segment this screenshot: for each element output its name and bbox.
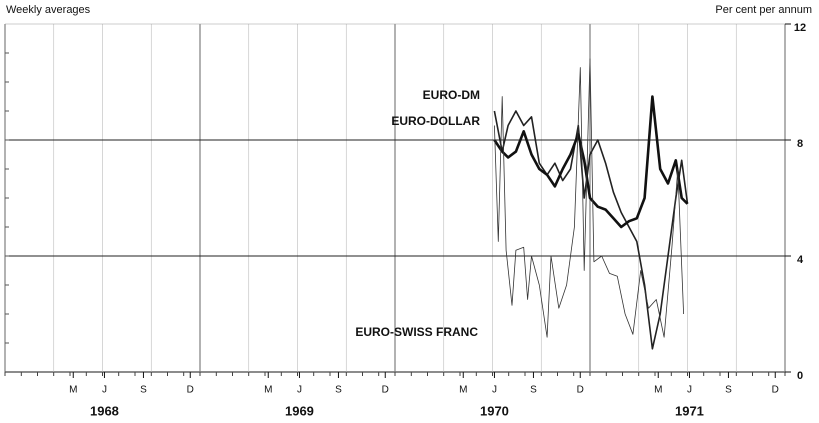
y-tick-label: 0 bbox=[797, 370, 803, 382]
x-tick-label: J bbox=[687, 385, 692, 396]
y-tick-label: 8 bbox=[797, 138, 803, 150]
x-tick-label: D bbox=[577, 385, 584, 396]
year-label: 1969 bbox=[285, 403, 314, 418]
x-tick-label: M bbox=[654, 385, 662, 396]
x-tick-label: D bbox=[382, 385, 389, 396]
series-label: EURO-DOLLAR bbox=[391, 114, 480, 128]
series-line bbox=[493, 95, 689, 229]
chart-subtitle: Weekly averages bbox=[6, 4, 91, 16]
x-tick-label: M bbox=[459, 385, 467, 396]
y-axis-label: Per cent per annum bbox=[715, 4, 812, 16]
x-tick-label: J bbox=[297, 385, 302, 396]
x-tick-label: S bbox=[140, 385, 147, 396]
x-tick-label: D bbox=[187, 385, 194, 396]
series-line bbox=[493, 110, 689, 350]
x-tick-label: J bbox=[492, 385, 497, 396]
x-tick-label: M bbox=[69, 385, 77, 396]
x-tick-label: D bbox=[772, 385, 779, 396]
year-label: 1971 bbox=[675, 403, 704, 418]
y-tick-label: 4 bbox=[797, 254, 804, 266]
year-label: 1968 bbox=[90, 403, 119, 418]
series-line bbox=[494, 58, 684, 338]
x-tick-label: J bbox=[102, 385, 107, 396]
series-label: EURO-SWISS FRANC bbox=[355, 325, 478, 339]
x-tick-label: S bbox=[725, 385, 732, 396]
series-label: EURO-DM bbox=[423, 88, 480, 102]
x-tick-label: S bbox=[335, 385, 342, 396]
y-tick-label: 12 bbox=[794, 22, 806, 34]
year-label: 1970 bbox=[480, 403, 509, 418]
x-tick-label: S bbox=[530, 385, 537, 396]
x-tick-label: M bbox=[264, 385, 272, 396]
